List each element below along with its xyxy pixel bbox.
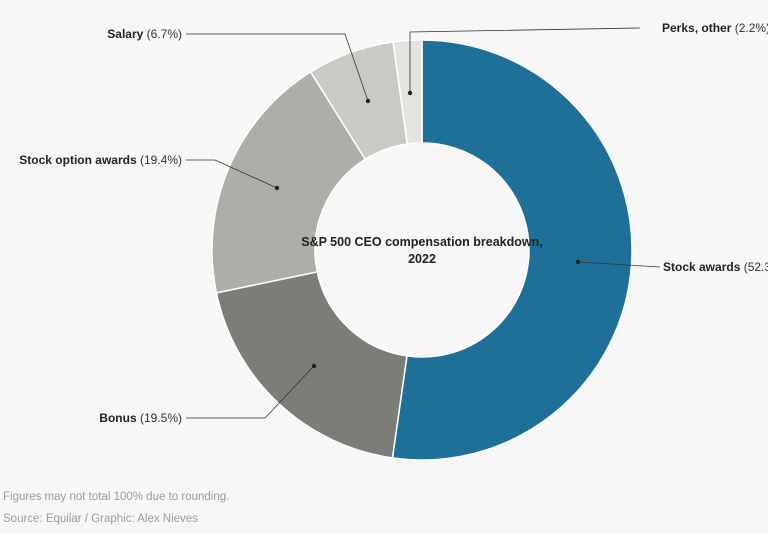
label-bonus: Bonus (19.5%) (99, 411, 182, 425)
label-pct-perks-other: (2.2%) (735, 21, 768, 35)
leader-dot-bonus (311, 363, 317, 369)
slice-stock-option-awards (211, 70, 367, 294)
label-name-salary: Salary (107, 27, 146, 41)
slice-bonus (215, 270, 408, 459)
label-pct-bonus: (19.5%) (140, 411, 182, 425)
leader-dot-salary (365, 98, 371, 104)
label-name-stock-awards: Stock awards (663, 260, 744, 274)
leader-dot-perks-other (407, 90, 413, 96)
label-pct-stock-awards: (52.3%) (744, 260, 768, 274)
chart-title-line-2: 2022 (408, 252, 436, 266)
label-name-bonus: Bonus (99, 411, 140, 425)
label-name-perks-other: Perks, other (662, 21, 735, 35)
source-note: Source: Equilar / Graphic: Alex Nieves (3, 513, 198, 525)
leader-line-bonus (186, 365, 315, 419)
leader-line-stock-awards (577, 261, 661, 268)
label-stock-awards: Stock awards (52.3%) (663, 260, 768, 274)
label-salary: Salary (6.7%) (107, 27, 182, 41)
rounding-note: Figures may not total 100% due to roundi… (3, 491, 230, 503)
label-perks-other: Perks, other (2.2%) (662, 21, 768, 35)
leader-line-perks-other (409, 27, 641, 93)
leader-line-stock-option-awards (186, 159, 278, 189)
leader-dot-stock-awards (575, 259, 581, 265)
label-stock-option-awards: Stock option awards (19.4%) (19, 153, 182, 167)
label-pct-stock-option-awards: (19.4%) (140, 153, 182, 167)
leader-dot-stock-option-awards (274, 185, 280, 191)
slice-stock-awards (391, 39, 633, 461)
label-pct-salary: (6.7%) (147, 27, 182, 41)
leader-line-salary (186, 33, 369, 102)
label-name-stock-option-awards: Stock option awards (19, 153, 140, 167)
slice-perks-other (392, 39, 423, 145)
chart-title-line-1: S&P 500 CEO compensation breakdown, (301, 235, 543, 249)
